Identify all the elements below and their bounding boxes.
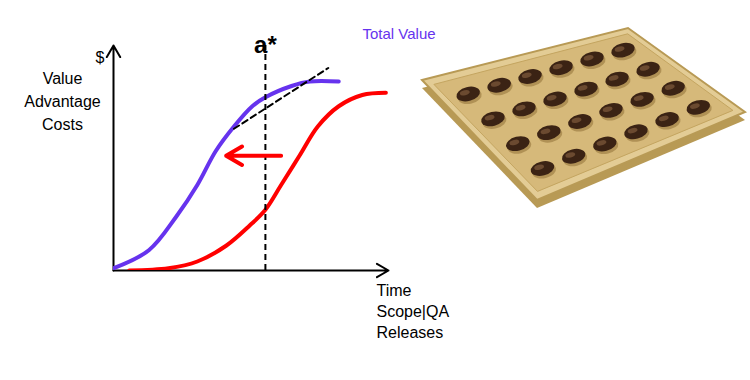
svg-text:$: $ bbox=[96, 49, 105, 66]
svg-text:Time: Time bbox=[377, 282, 412, 299]
svg-text:Advantage: Advantage bbox=[24, 93, 101, 110]
svg-text:Releases: Releases bbox=[377, 324, 444, 341]
svg-text:Scope|QA: Scope|QA bbox=[377, 303, 450, 320]
svg-text:Costs: Costs bbox=[42, 116, 83, 133]
svg-text:Total Value: Total Value bbox=[363, 25, 436, 42]
svg-text:Value: Value bbox=[43, 70, 83, 87]
svg-text:a*: a* bbox=[254, 31, 277, 58]
